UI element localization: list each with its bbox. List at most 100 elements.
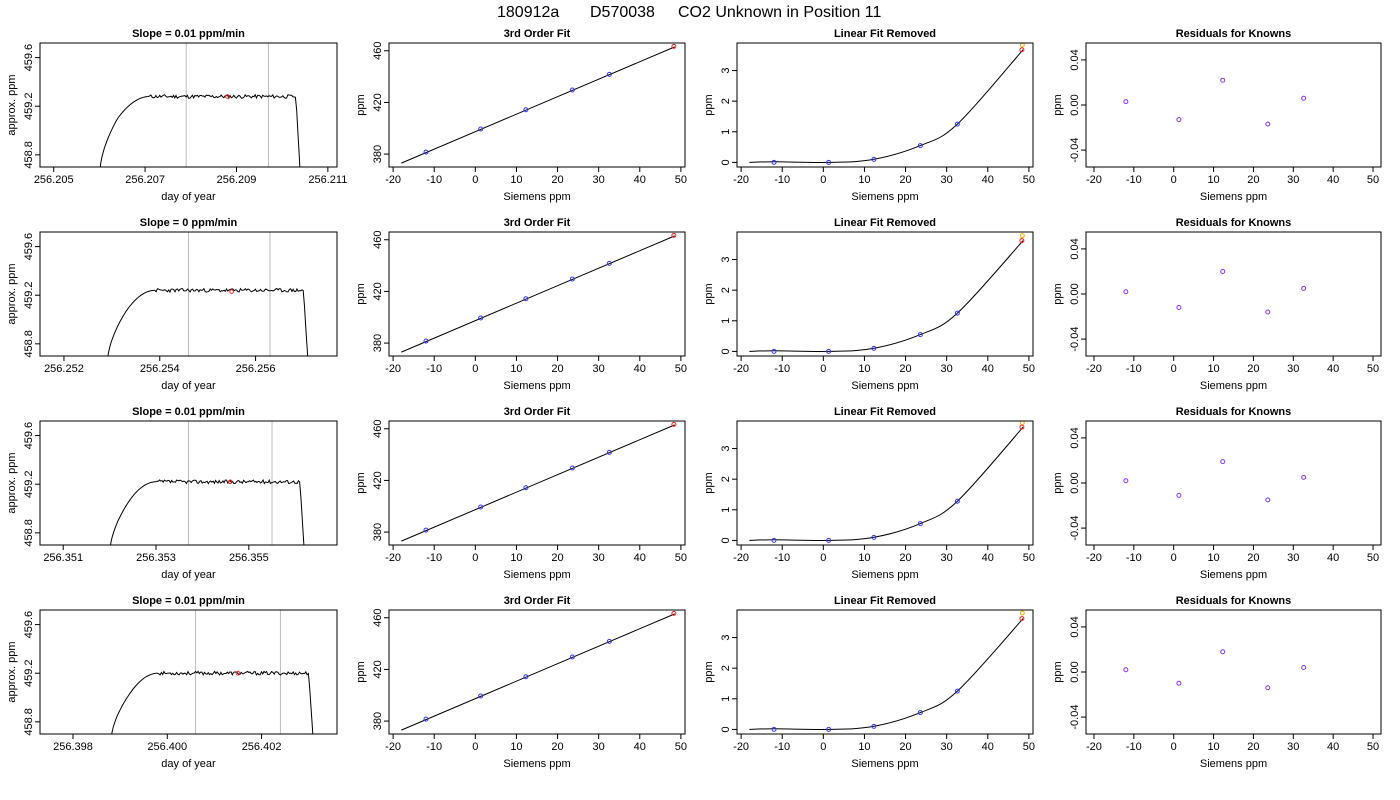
y-axis-label: approx. ppm <box>6 74 18 135</box>
known-point <box>871 345 877 351</box>
residual-point <box>1301 285 1307 291</box>
x-tick-label: 40 <box>634 741 646 753</box>
known-point <box>917 143 923 149</box>
x-tick-label: 20 <box>551 363 563 375</box>
x-tick-label: 30 <box>941 363 953 375</box>
plot-frame <box>736 231 1034 357</box>
residual-curve <box>749 240 1024 352</box>
y-tick-label: 460 <box>372 42 384 60</box>
residual-point <box>1176 492 1182 498</box>
y-tick-label: 0.00 <box>1069 472 1081 493</box>
x-tick-label: 50 <box>1367 363 1379 375</box>
x-tick-label: 256.355 <box>229 552 269 564</box>
known-point <box>954 121 960 127</box>
panel-linear_removed-row1: Linear Fit Removed Siemens ppm ppm -20 -10 0 1… <box>703 217 1035 392</box>
x-tick-label: -10 <box>426 174 442 186</box>
x-tick-label: 0 <box>472 363 478 375</box>
known-point <box>771 537 777 543</box>
panel-title: Residuals for Knowns <box>1176 406 1292 418</box>
unknown-point <box>1019 424 1025 430</box>
y-tick-label: 420 <box>372 471 384 489</box>
residual-point <box>1265 685 1271 691</box>
y-tick-label: 0 <box>720 537 732 543</box>
y-tick-label: 3 <box>720 67 732 73</box>
y-tick-label: 1 <box>720 129 732 135</box>
plot-frame <box>388 609 686 735</box>
known-point <box>771 159 777 165</box>
x-tick-label: -20 <box>733 552 749 564</box>
plot-frame <box>736 42 1034 168</box>
panel-fit-row0: 3rd Order Fit Siemens ppm ppm -20 -10 0 10 20 30… <box>355 28 687 203</box>
x-tick-label: 30 <box>941 174 953 186</box>
panel-title: Linear Fit Removed <box>834 406 936 418</box>
x-tick-label: 20 <box>551 552 563 564</box>
y-tick-label: 0 <box>720 348 732 354</box>
known-point <box>771 348 777 354</box>
x-tick-label: 50 <box>1023 552 1035 564</box>
residual-point <box>1220 268 1226 274</box>
x-tick-label: -20 <box>385 174 401 186</box>
known-point <box>423 149 429 155</box>
x-tick-label: -20 <box>385 552 401 564</box>
x-tick-label: -10 <box>774 363 790 375</box>
x-tick-label: 30 <box>941 741 953 753</box>
y-tick-label: 460 <box>372 420 384 438</box>
x-tick-label: 0 <box>472 174 478 186</box>
known-point <box>606 71 612 77</box>
x-tick-label: 50 <box>1023 741 1035 753</box>
panel-fit-row2: 3rd Order Fit Siemens ppm ppm -20 -10 0 10 20 30… <box>355 406 687 581</box>
y-tick-label: 2 <box>720 287 732 293</box>
x-tick-label: 40 <box>1327 741 1339 753</box>
y-tick-label: 459.6 <box>23 611 35 639</box>
residual-point <box>1301 664 1307 670</box>
plot-frame <box>1085 420 1382 546</box>
main-title-run-id: 180912a <box>497 4 559 21</box>
known-point <box>871 534 877 540</box>
y-tick-label: 0.00 <box>1069 283 1081 304</box>
x-tick-label: 256.353 <box>136 552 176 564</box>
x-tick-label: -20 <box>385 363 401 375</box>
residual-curve <box>749 618 1024 730</box>
main-title-description: CO2 Unknown in Position 11 <box>678 4 881 21</box>
mean-marker <box>235 670 241 676</box>
known-point <box>423 527 429 533</box>
y-axis-label: ppm <box>703 472 715 493</box>
fit-line <box>401 613 675 731</box>
y-tick-label: 3 <box>720 634 732 640</box>
x-tick-label: 256.254 <box>140 363 180 375</box>
concentration-trace <box>110 478 305 545</box>
plot-area <box>749 610 1025 732</box>
x-tick-label: 256.209 <box>217 174 257 186</box>
panel-title: Residuals for Knowns <box>1176 595 1292 607</box>
y-tick-label: 458.8 <box>23 519 35 547</box>
y-tick-label: -0.04 <box>1069 327 1081 352</box>
residual-point <box>1123 667 1129 673</box>
plot-frame <box>39 420 338 546</box>
known-point <box>954 310 960 316</box>
known-point <box>871 723 877 729</box>
x-tick-label: -20 <box>385 741 401 753</box>
x-tick-label: 20 <box>551 174 563 186</box>
plot-frame <box>1085 609 1382 735</box>
x-tick-label: -10 <box>1126 552 1142 564</box>
x-tick-label: -10 <box>1126 363 1142 375</box>
y-tick-label: 0 <box>720 726 732 732</box>
known-point <box>606 638 612 644</box>
panel-title: Linear Fit Removed <box>834 217 936 229</box>
plot-area <box>1123 268 1307 315</box>
panel-fit-row1: 3rd Order Fit Siemens ppm ppm -20 -10 0 10 20 30… <box>355 217 687 392</box>
plot-frame <box>388 420 686 546</box>
x-tick-label: -10 <box>426 552 442 564</box>
y-axis-label: approx. ppm <box>6 452 18 513</box>
known-point <box>478 504 484 510</box>
known-point <box>569 276 575 282</box>
x-tick-label: 50 <box>1023 363 1035 375</box>
y-tick-label: 3 <box>720 256 732 262</box>
x-tick-label: 40 <box>1327 174 1339 186</box>
y-tick-label: 0.00 <box>1069 94 1081 115</box>
known-point <box>569 87 575 93</box>
y-tick-label: 2 <box>720 98 732 104</box>
panel-linear_removed-row2: Linear Fit Removed Siemens ppm ppm -20 -10 0 1… <box>703 406 1035 581</box>
y-tick-label: 0.00 <box>1069 661 1081 682</box>
plot-area <box>99 43 301 167</box>
